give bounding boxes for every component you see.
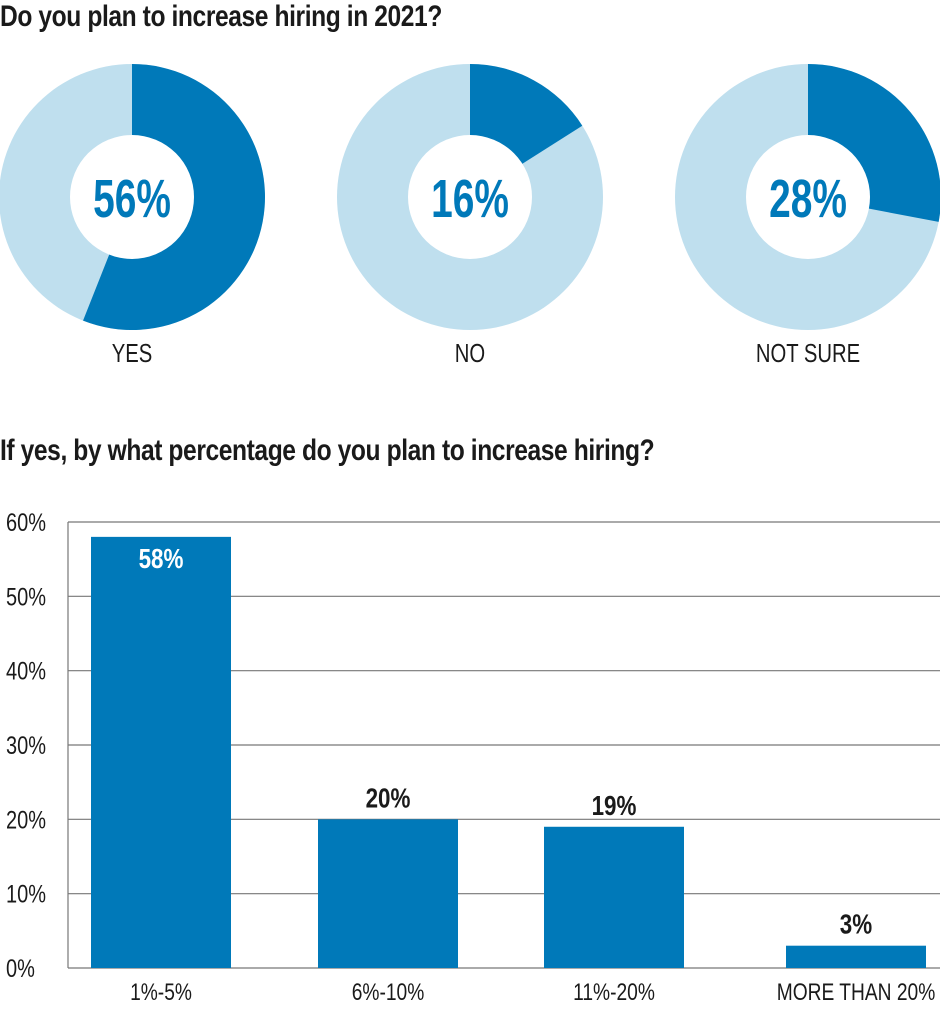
donut-hole-yes <box>70 135 194 259</box>
donut-center-value-yes: 56% <box>93 168 171 229</box>
donut-hole-no <box>408 135 532 259</box>
x-category-label: 11%-20% <box>573 978 655 1006</box>
y-tick-label: 50% <box>6 583 46 611</box>
y-tick-label: 60% <box>6 509 46 537</box>
bar <box>91 536 231 968</box>
y-tick-label: 20% <box>6 806 46 834</box>
bar-data-label: 3% <box>840 909 872 940</box>
donut-section-title: Do you plan to increase hiring in 2021? <box>0 0 442 33</box>
bar <box>786 945 926 968</box>
x-category-label: 6%-10% <box>352 978 425 1006</box>
donut-label-yes: YES <box>112 339 153 368</box>
y-tick-label: 0% <box>6 955 35 983</box>
y-tick-label: 30% <box>6 732 46 760</box>
donut-hole-not-sure <box>746 135 870 259</box>
bar <box>318 819 458 968</box>
donut-center-value-not-sure: 28% <box>769 168 847 229</box>
donut-not-sure: 28% NOT SURE <box>675 64 940 368</box>
donut-charts: 56% YES 16% NO 28% NOT SURE <box>0 64 940 368</box>
y-tick-label: 10% <box>6 881 46 909</box>
x-category-label: 1%-5% <box>130 978 192 1006</box>
donut-label-no: NO <box>455 339 485 368</box>
y-tick-label: 40% <box>6 658 46 686</box>
bar-data-label: 20% <box>366 783 411 814</box>
bar-chart-title: If yes, by what percentage do you plan t… <box>0 434 655 467</box>
x-category-label: MORE THAN 20% <box>777 978 936 1006</box>
bar <box>544 826 684 968</box>
bar-data-label: 19% <box>592 790 637 821</box>
donut-no: 16% NO <box>337 64 603 368</box>
donut-center-value-no: 16% <box>431 168 509 229</box>
donut-yes: 56% YES <box>0 64 266 368</box>
donut-label-not-sure: NOT SURE <box>756 339 860 368</box>
bar-data-label: 58% <box>139 544 184 575</box>
